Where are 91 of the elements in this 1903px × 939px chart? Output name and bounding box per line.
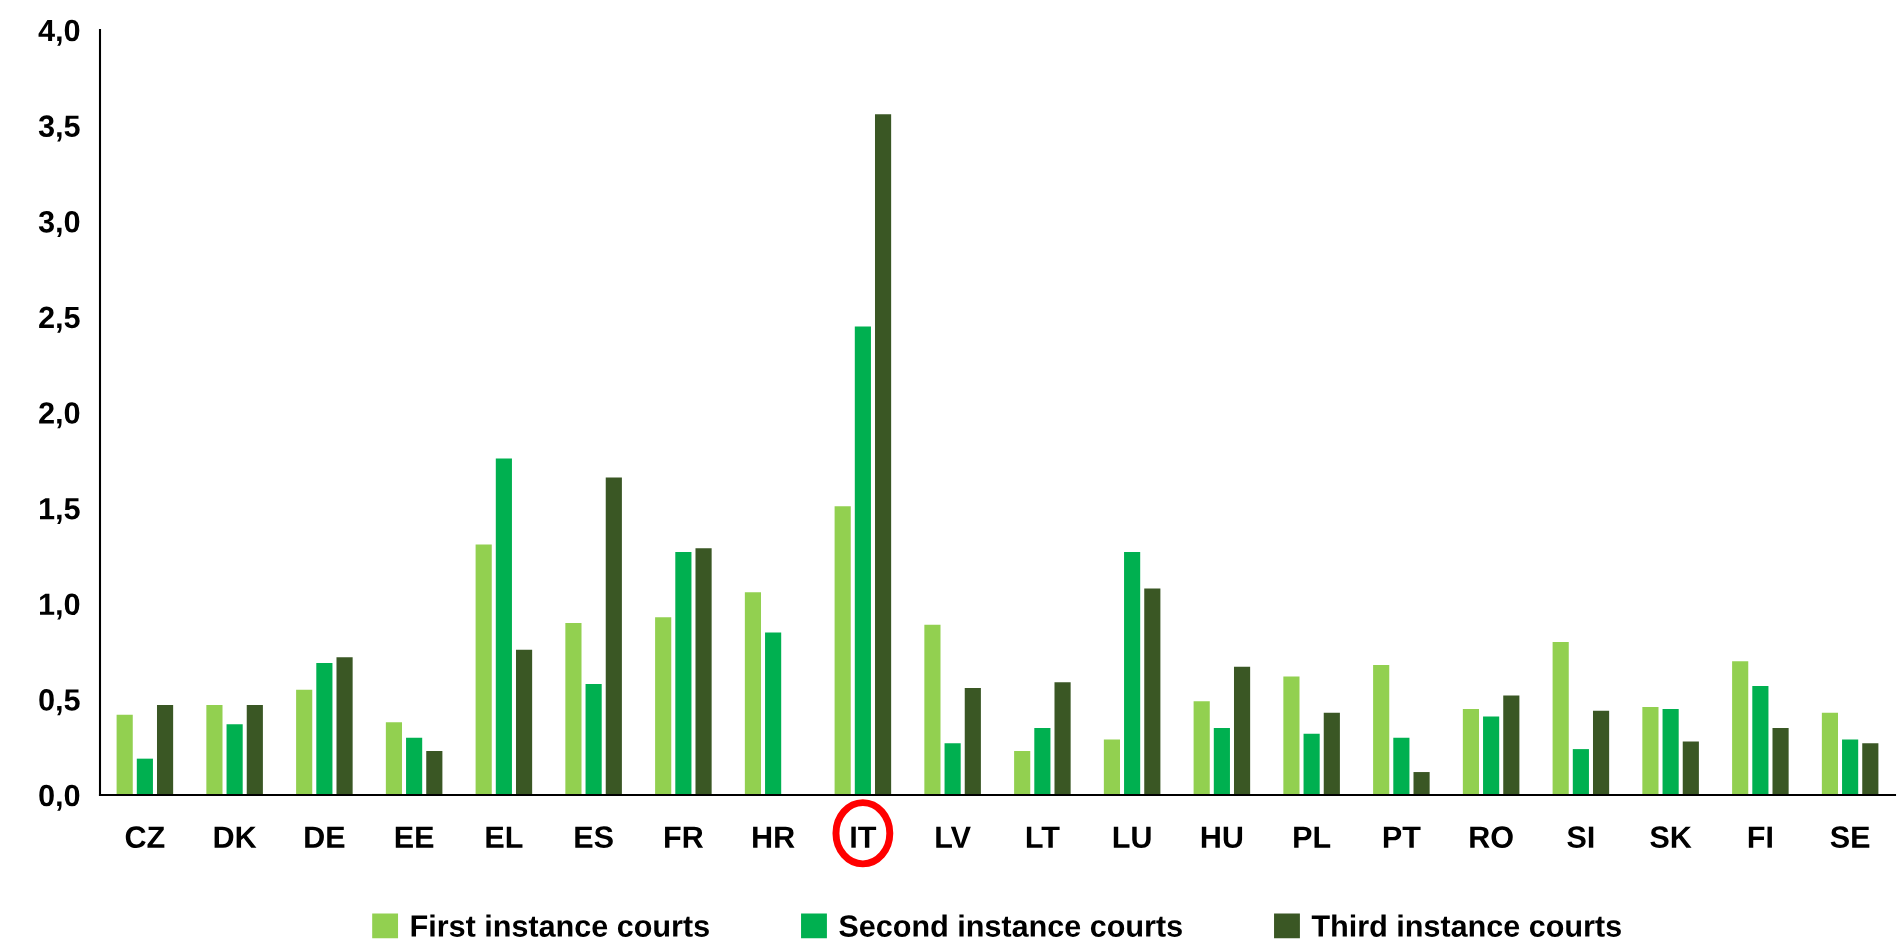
legend-label: Third instance courts — [1311, 914, 1621, 937]
x-tick-label: DE — [305, 826, 345, 848]
bar — [246, 705, 263, 795]
bar — [1842, 739, 1859, 795]
bar — [296, 689, 313, 795]
bar — [1283, 676, 1300, 795]
bar — [1732, 661, 1749, 795]
bar — [1193, 701, 1210, 795]
bar — [1503, 695, 1520, 795]
y-tick-label: 2,5 — [39, 306, 80, 333]
bar — [1662, 708, 1679, 795]
legend-label: First instance courts — [411, 914, 709, 937]
x-tick-label: HU — [1201, 826, 1243, 848]
bar — [605, 477, 622, 795]
bar — [426, 751, 443, 795]
bar — [1144, 588, 1161, 795]
y-tick-label: 3,5 — [38, 115, 80, 142]
x-tick-label: HR — [753, 826, 795, 848]
bar — [944, 743, 961, 795]
y-tick-label: 0,5 — [39, 689, 80, 716]
bar — [1462, 708, 1480, 795]
bar — [1373, 664, 1390, 795]
bar — [1592, 710, 1610, 795]
bar — [1642, 707, 1659, 795]
bar — [475, 544, 492, 795]
bar — [1393, 737, 1410, 795]
bar — [834, 506, 851, 795]
bar — [1323, 712, 1340, 795]
bar — [874, 114, 892, 795]
bar — [854, 326, 871, 795]
bar — [1124, 552, 1141, 795]
x-tick-label: PT — [1383, 826, 1421, 848]
bar — [1413, 772, 1430, 795]
y-tick-label: 1,5 — [40, 498, 80, 524]
x-tick-label: SE — [1830, 826, 1870, 848]
bar — [316, 663, 333, 795]
bar — [744, 592, 762, 795]
bar — [1034, 728, 1051, 795]
x-tick-label: LV — [936, 826, 971, 848]
bar — [116, 714, 133, 795]
x-tick-label: EL — [486, 826, 523, 848]
bar — [1552, 642, 1569, 795]
y-tick-label: 0,0 — [39, 784, 80, 811]
bar — [1233, 666, 1251, 795]
bar — [1303, 733, 1320, 795]
x-tick-label: FI — [1748, 826, 1772, 848]
bar — [1772, 728, 1789, 795]
x-tick-label: ES — [575, 826, 613, 848]
x-tick-label: PL — [1294, 826, 1331, 848]
x-tick-label: LT — [1026, 826, 1060, 848]
bar — [1682, 741, 1699, 795]
bar — [1054, 682, 1071, 795]
x-tick-label: RO — [1470, 826, 1513, 848]
bar — [1103, 739, 1121, 795]
bar — [385, 722, 403, 795]
bar — [1862, 743, 1879, 795]
bar — [226, 724, 243, 795]
y-tick-label: 4,0 — [38, 19, 80, 46]
bar — [655, 617, 672, 795]
x-tick-label: SK — [1650, 826, 1692, 848]
bar — [1014, 751, 1031, 795]
bar — [565, 622, 582, 795]
x-tick-label: IT — [851, 826, 877, 848]
legend-label: Second instance courts — [839, 914, 1182, 937]
y-tick-label: 2,0 — [39, 402, 80, 429]
bar — [585, 684, 602, 795]
bar — [1752, 685, 1769, 795]
bar — [515, 649, 533, 795]
x-tick-label: DK — [214, 826, 257, 848]
bar — [336, 657, 353, 795]
bar — [136, 758, 153, 795]
bar — [765, 632, 782, 795]
bar — [1572, 749, 1589, 795]
bar — [1821, 712, 1839, 795]
bar — [406, 737, 423, 795]
x-tick-label: EE — [395, 826, 434, 848]
bar — [675, 552, 692, 795]
bar — [924, 624, 941, 795]
bar — [1213, 728, 1230, 795]
y-tick-label: 3,0 — [38, 210, 80, 238]
bar — [495, 458, 512, 795]
x-tick-label: CZ — [125, 826, 165, 848]
bar — [206, 705, 223, 795]
x-tick-label: FR — [665, 826, 704, 848]
bar — [1483, 716, 1500, 795]
bar — [695, 548, 712, 795]
y-tick-label: 1,0 — [40, 593, 80, 620]
x-tick-label: LU — [1113, 826, 1151, 848]
bar — [964, 687, 981, 795]
x-tick-label: SI — [1567, 826, 1594, 848]
bar — [156, 705, 174, 795]
